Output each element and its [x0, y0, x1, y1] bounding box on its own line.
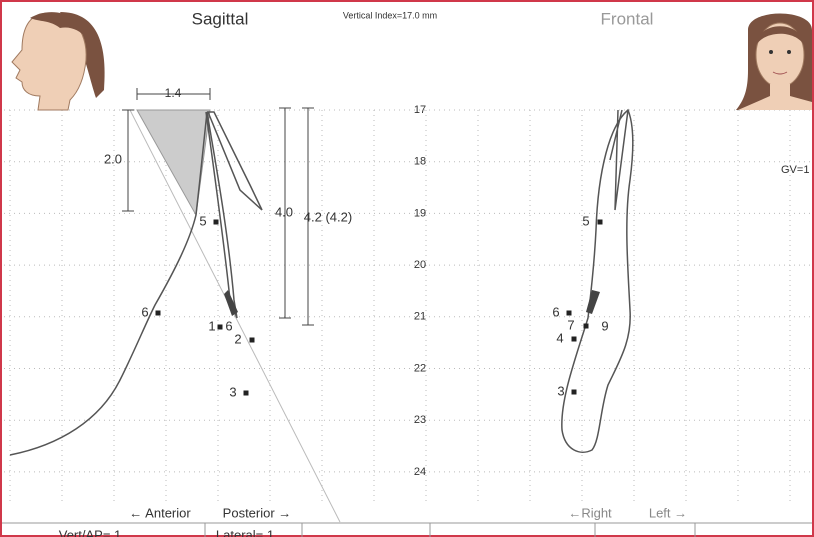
- gv-label: GV=1: [781, 164, 809, 176]
- sagittal-title: Sagittal: [192, 9, 249, 28]
- scale-label: 24: [414, 466, 426, 478]
- height-label: 2.0: [104, 151, 122, 166]
- point-label: 6: [225, 318, 232, 333]
- point-label: 5: [199, 213, 206, 228]
- opening-total-label: 4.2 (4.2): [304, 209, 352, 224]
- point-marker: [218, 325, 223, 330]
- point-marker: [214, 220, 219, 225]
- right-label: ←Right: [568, 505, 612, 520]
- point-label: 4: [556, 330, 563, 345]
- point-label: 5: [582, 213, 589, 228]
- point-marker: [567, 311, 572, 316]
- frame: [1, 1, 813, 536]
- scale-label: 23: [414, 414, 426, 426]
- width-label: 1.4: [165, 86, 182, 100]
- point-label: 2: [234, 331, 241, 346]
- scale-label: 19: [414, 207, 426, 219]
- point-marker: [584, 324, 589, 329]
- lateral-field: Lateral= 1: [216, 527, 274, 537]
- point-label: 3: [557, 383, 564, 398]
- left-label: Left →: [649, 505, 687, 520]
- jaw-tracking-view: Sagittal Vertical Index=17.0 mm Frontal …: [0, 0, 814, 537]
- posterior-label: Posterior →: [223, 505, 292, 520]
- vert-ap-field: Vert/AP= 1: [59, 527, 122, 537]
- point-label: 3: [229, 384, 236, 399]
- vertical-index: Vertical Index=17.0 mm: [343, 10, 437, 20]
- scale-label: 18: [414, 156, 426, 168]
- point-marker: [156, 311, 161, 316]
- point-label: 6: [552, 304, 559, 319]
- point-marker: [572, 337, 577, 342]
- point-label: 7: [567, 317, 574, 332]
- point-label: 1: [208, 318, 215, 333]
- point-marker: [598, 220, 603, 225]
- point-label: 9: [601, 318, 608, 333]
- opening-label: 4.0: [275, 204, 293, 219]
- point-label: 6: [141, 304, 148, 319]
- frontal-title: Frontal: [601, 9, 654, 28]
- scale-label: 21: [414, 311, 426, 323]
- point-marker: [572, 390, 577, 395]
- point-marker: [244, 391, 249, 396]
- scale-label: 17: [414, 104, 426, 116]
- point-marker: [250, 338, 255, 343]
- scale-label: 22: [414, 362, 426, 374]
- scale-label: 20: [414, 259, 426, 271]
- anterior-label: ← Anterior: [129, 505, 191, 520]
